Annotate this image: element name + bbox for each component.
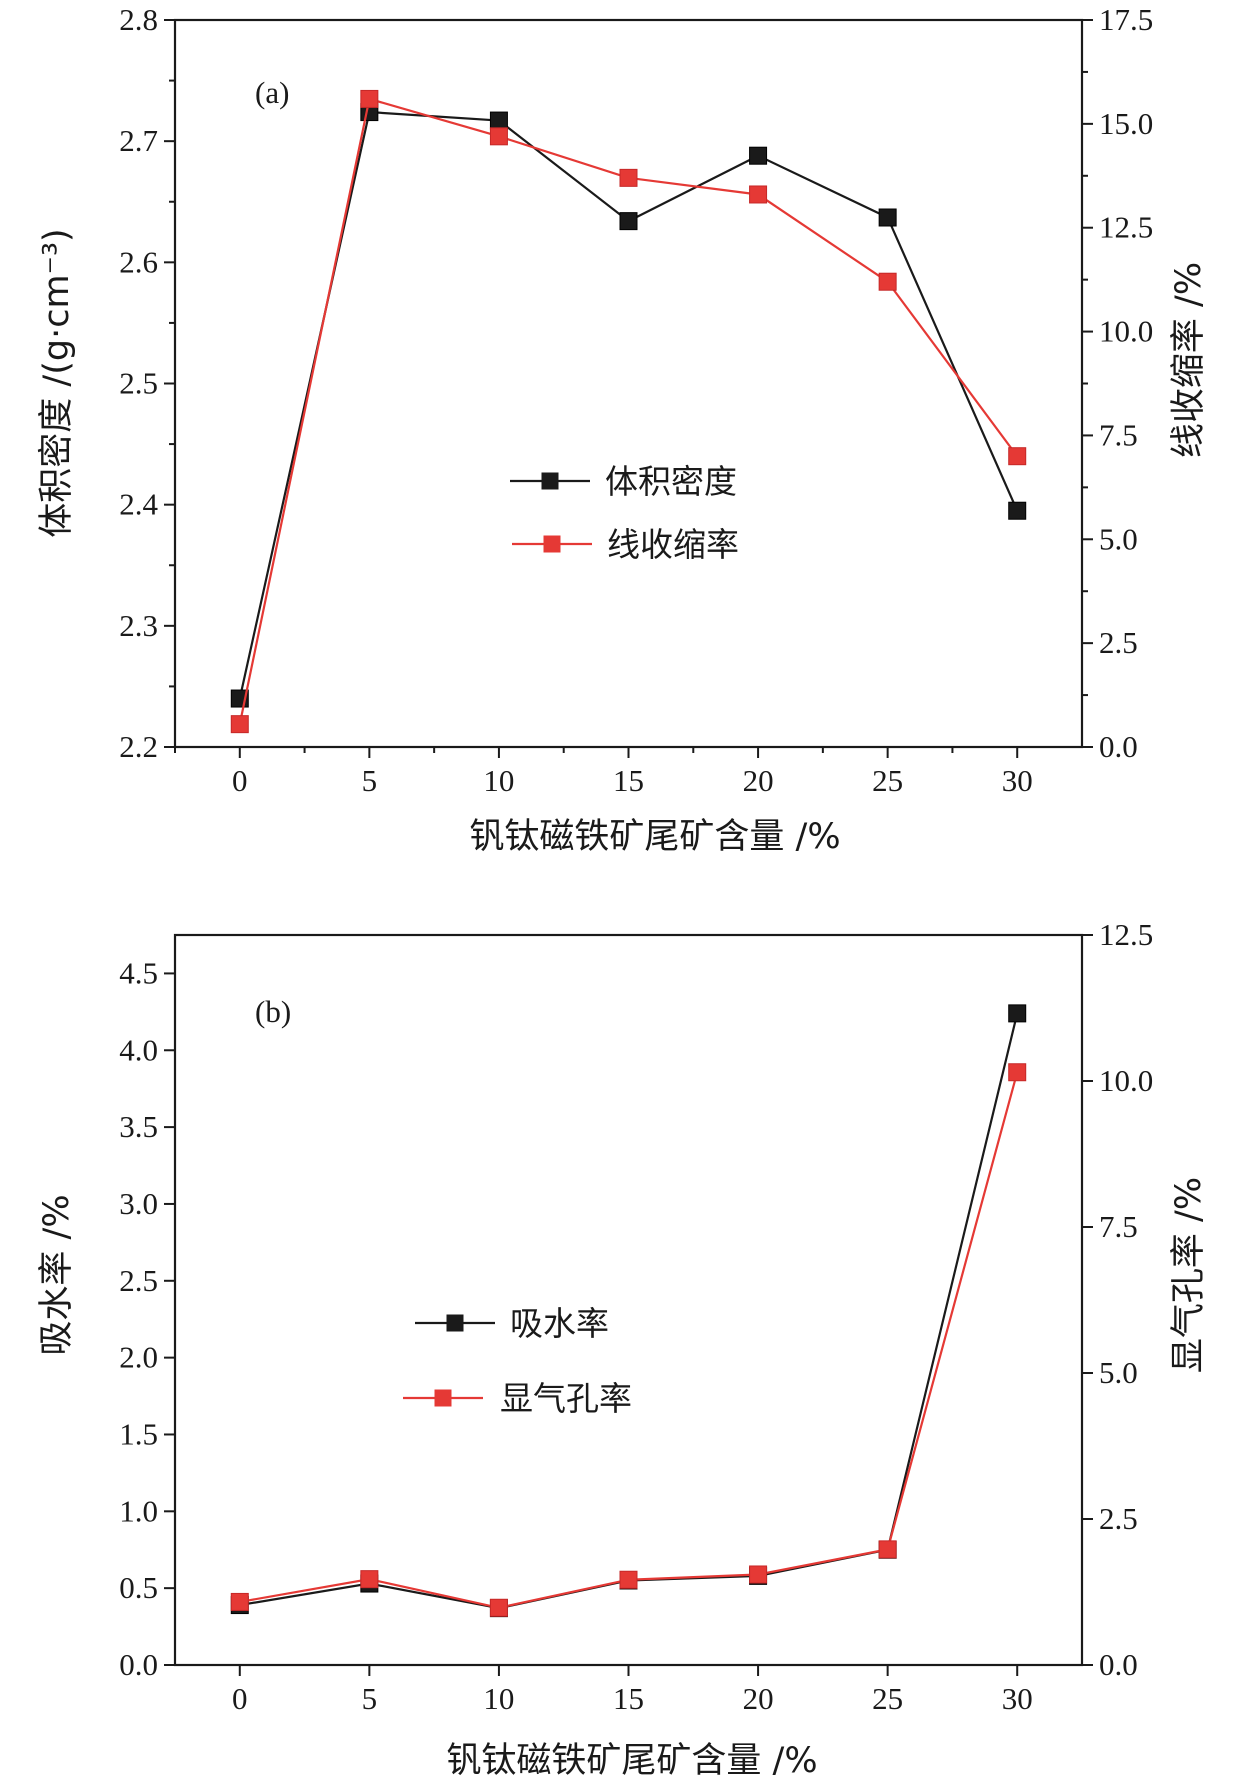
y-left-tick-label: 2.2 (119, 729, 158, 764)
x-tick-label: 25 (872, 1681, 903, 1716)
x-tick-label: 30 (1002, 1681, 1033, 1716)
x-tick-label: 10 (483, 763, 514, 798)
series-line-2 (238, 97, 1019, 725)
y-left-tick-label: 0.0 (119, 1647, 158, 1682)
y-right-tick-label: 17.5 (1099, 2, 1153, 37)
series-2-point (619, 1570, 638, 1589)
y-left-axis-label: 吸水率 /% (37, 1194, 77, 1355)
y-right-tick-label: 2.5 (1099, 625, 1138, 660)
y-right-tick-label: 2.5 (1099, 1501, 1138, 1536)
series-2-point (878, 272, 897, 291)
y-right-tick-label: 10.0 (1099, 1063, 1153, 1098)
y-left-tick-label: 2.8 (119, 2, 158, 37)
x-tick-label: 30 (1002, 763, 1033, 798)
x-tick-label: 10 (483, 1681, 514, 1716)
series-line-1 (238, 110, 1019, 699)
y-right-axis-label: 显气孔率 /% (1169, 1177, 1209, 1373)
y-left-tick-label: 2.0 (119, 1340, 158, 1375)
panel-label: (b) (255, 994, 291, 1029)
y-right-tick-label: 5.0 (1099, 1355, 1138, 1390)
y-right-tick-label: 15.0 (1099, 106, 1153, 141)
y-right-tick-label: 7.5 (1099, 417, 1138, 452)
legend-marker-1 (446, 1314, 464, 1332)
y-left-tick-label: 2.5 (119, 366, 158, 401)
chart-panel-b: 0 5 10 15 20 25 30 0.0 0.5 1.0 1.5 2.0 2.5 3.0 3.5 4.0 4… (37, 917, 1209, 1781)
plot-frame (173, 933, 1084, 1667)
legend-label-1: 吸水率 (510, 1304, 609, 1343)
series-2-point (878, 1540, 897, 1559)
series-1-point (749, 146, 768, 165)
series-1-point (1008, 501, 1027, 520)
y-right-tick-label: 7.5 (1099, 1209, 1138, 1244)
y-right-tick-label: 0.0 (1099, 729, 1138, 764)
y-left-tick-label: 2.6 (119, 244, 158, 279)
panel-label: (a) (255, 75, 289, 110)
x-tick-label: 0 (232, 1681, 248, 1716)
y-left-tick-label: 3.5 (119, 1109, 158, 1144)
series-2-point (1008, 447, 1027, 466)
series-line-2 (239, 1071, 1019, 1609)
chart-panel-a: 0 5 10 15 20 25 30 2.2 2.3 2.4 2.5 2.6 2.7 2.8 0.0 2.5 5… (37, 2, 1209, 857)
series-2-point (489, 127, 508, 146)
legend-marker-2 (543, 535, 561, 553)
legend-marker-1 (541, 472, 559, 490)
series-1-point (489, 111, 508, 130)
x-tick-label: 20 (743, 763, 774, 798)
y-left-tick-label: 1.5 (119, 1416, 158, 1451)
series-1-point (878, 208, 897, 227)
legend-marker-2 (434, 1389, 452, 1407)
legend-label-2: 线收缩率 (607, 525, 739, 564)
y-left-tick-label: 2.3 (119, 608, 158, 643)
series-2-point (230, 715, 249, 734)
y-left-tick-label: 4.0 (119, 1032, 158, 1067)
series-line-1 (239, 1013, 1019, 1610)
x-tick-label: 5 (362, 1681, 378, 1716)
y-right-tick-label: 10.0 (1099, 314, 1153, 349)
y-left-tick-label: 0.5 (119, 1570, 158, 1605)
series-2-point (360, 89, 379, 108)
series-2-point (489, 1598, 508, 1617)
series-2-point (619, 168, 638, 187)
y-left-tick-label: 2.7 (119, 123, 158, 158)
x-axis-label: 钒钛磁铁矿尾矿含量 /% (469, 817, 840, 857)
x-tick-label: 0 (232, 763, 248, 798)
y-left-tick-label: 2.4 (119, 487, 158, 522)
y-right-tick-label: 12.5 (1099, 210, 1153, 245)
x-tick-label: 5 (362, 763, 378, 798)
y-left-axis-label: 体积密度 /(g·cm⁻³) (37, 228, 77, 537)
x-tick-label: 25 (872, 763, 903, 798)
series-2-point (749, 1565, 768, 1584)
y-left-tick-label: 3.0 (119, 1186, 158, 1221)
y-right-tick-label: 0.0 (1099, 1647, 1138, 1682)
series-2-point (749, 185, 768, 204)
y-right-tick-label: 5.0 (1099, 521, 1138, 556)
series-1-point (1008, 1004, 1027, 1023)
y-right-axis-label: 线收缩率 /% (1169, 262, 1209, 458)
x-tick-label: 20 (743, 1681, 774, 1716)
series-2-point (1008, 1063, 1027, 1082)
series-2-point (360, 1570, 379, 1589)
series-1-point (619, 212, 638, 231)
x-tick-label: 15 (613, 1681, 644, 1716)
y-left-tick-label: 4.5 (119, 955, 158, 990)
x-axis-label: 钒钛磁铁矿尾矿含量 /% (446, 1741, 817, 1781)
y-right-tick-label: 12.5 (1099, 917, 1153, 952)
y-left-tick-label: 2.5 (119, 1263, 158, 1298)
x-tick-label: 15 (613, 763, 644, 798)
series-2-point (230, 1592, 249, 1611)
legend-label-1: 体积密度 (605, 462, 737, 501)
y-left-tick-label: 1.0 (119, 1493, 158, 1528)
legend-label-2: 显气孔率 (500, 1379, 632, 1418)
